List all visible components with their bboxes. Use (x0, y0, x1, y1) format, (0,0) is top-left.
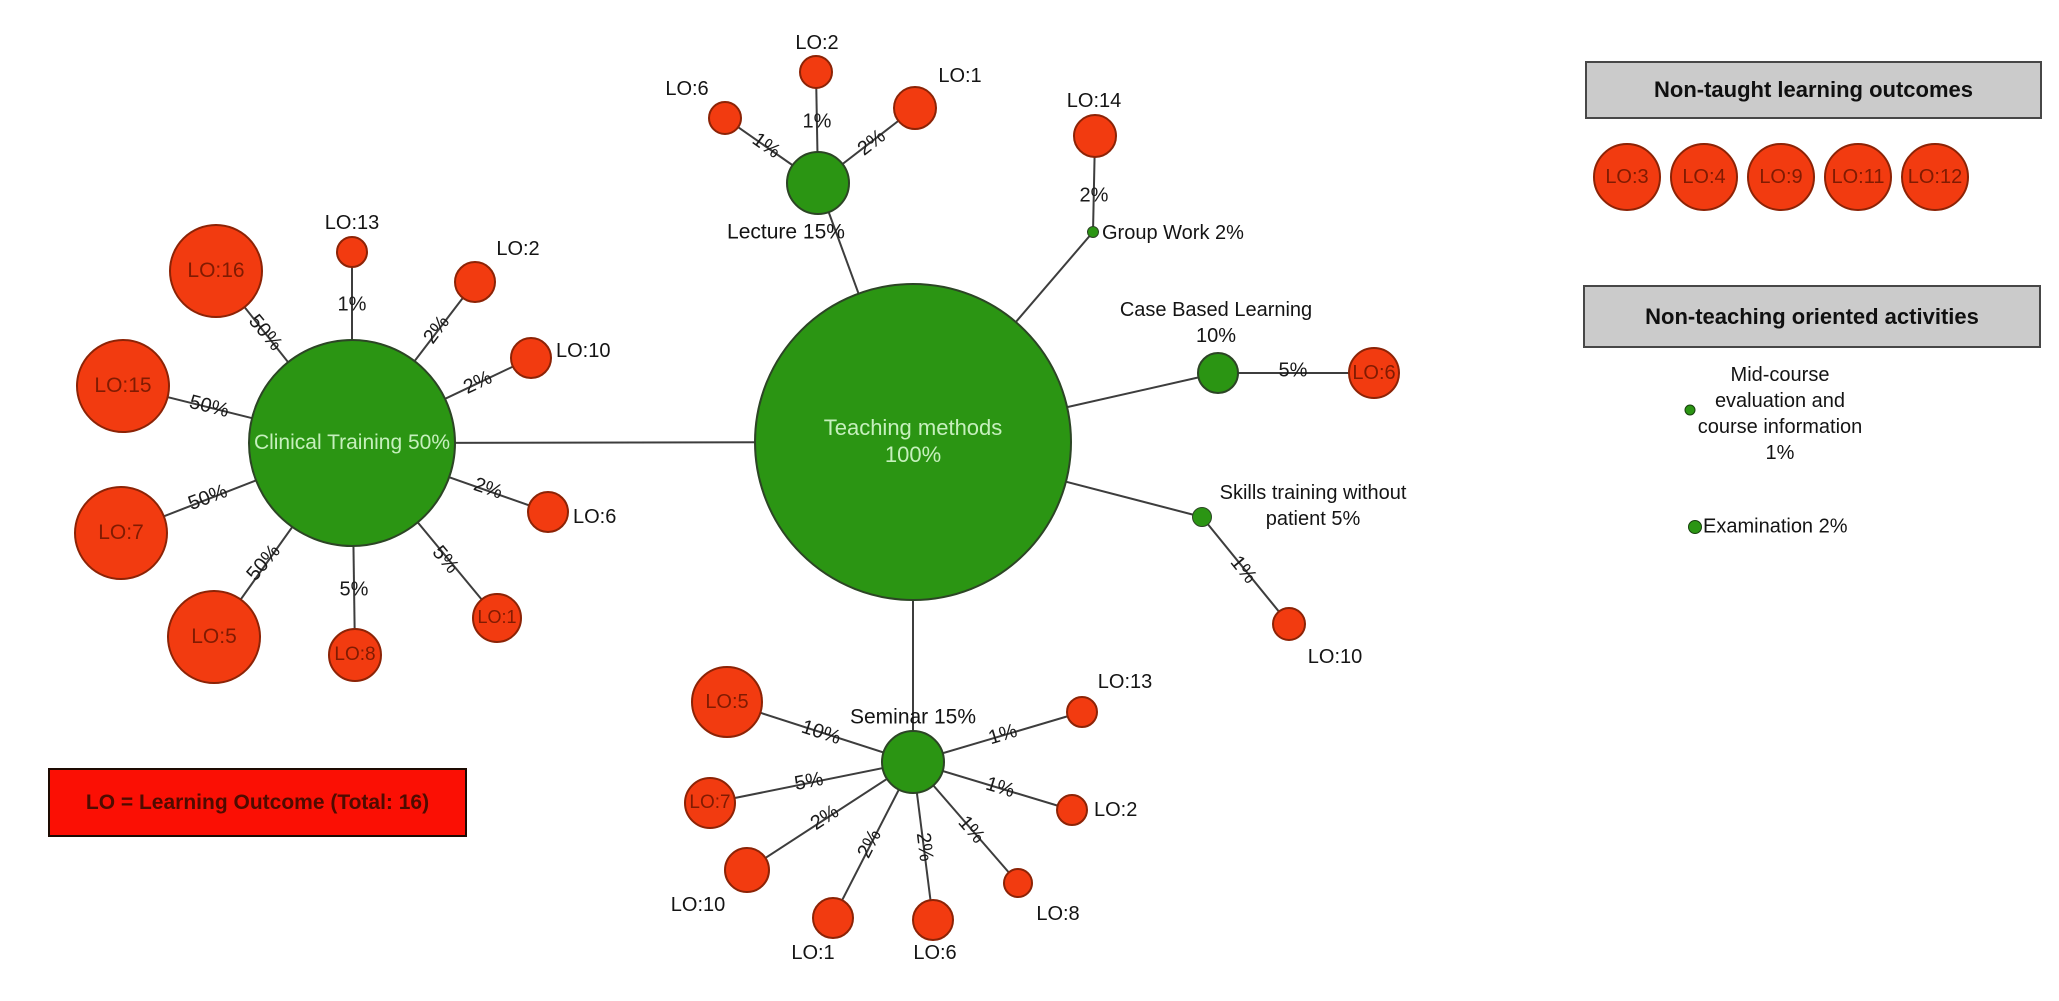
node-sem-lo5: LO:5 (691, 666, 763, 738)
node-cl-lo5: LO:5 (167, 590, 261, 684)
non-taught-lo-circle: LO:11 (1824, 143, 1892, 211)
edge-line (746, 761, 914, 871)
node-cl-lo13 (336, 236, 368, 268)
node-label: LO:2 (1094, 799, 1138, 821)
node-skills (1192, 507, 1212, 527)
midcourse-dot-icon (1684, 404, 1696, 416)
node-sem-lo1 (812, 897, 854, 939)
node-sk-lo10 (1272, 607, 1306, 641)
node-label: LO:1 (791, 942, 835, 964)
node-sem-lo7: LO:7 (684, 777, 736, 829)
node-sem-lo8 (1003, 868, 1033, 898)
node-sem-lo2 (1056, 794, 1088, 826)
non-taught-lo-circle: LO:9 (1747, 143, 1815, 211)
node-label: LO:10 (1307, 646, 1363, 668)
node-cl-lo15: LO:15 (76, 339, 170, 433)
node-label: LO:8 (1036, 903, 1080, 925)
node-label: Group Work 2% (1102, 222, 1244, 244)
node-label: LO:1 (938, 65, 982, 87)
non-teaching-header: Non-teaching oriented activities (1583, 285, 2041, 348)
node-label: LO:14 (1066, 90, 1122, 112)
node-cl-lo16: LO:16 (169, 224, 263, 318)
edge-percentage-label: 2% (1079, 184, 1109, 207)
node-cl-lo8: LO:8 (328, 628, 382, 682)
node-cl-lo6 (527, 491, 569, 533)
node-label: LO:13 (1097, 671, 1153, 693)
node-label: LO:10 (670, 894, 726, 916)
node-seminar (881, 730, 945, 794)
node-label: LO:2 (795, 32, 839, 54)
node-lec-lo1 (893, 86, 937, 130)
node-label: Lecture 15% (727, 220, 845, 244)
node-clinical: Clinical Training 50% (248, 339, 456, 547)
node-sem-lo10 (724, 847, 770, 893)
node-label: LO:6 (665, 78, 709, 100)
node-groupwork (1087, 226, 1099, 238)
node-label: LO:2 (496, 238, 540, 260)
edge-percentage-label: 5% (1278, 359, 1308, 382)
node-label: LO:6 (913, 942, 957, 964)
node-lec-lo6 (708, 101, 742, 135)
edge-percentage-label: 5% (339, 578, 369, 601)
node-cbl (1197, 352, 1239, 394)
node-sem-lo13 (1066, 696, 1098, 728)
node-gw-lo14 (1073, 114, 1117, 158)
examination-dot-icon (1688, 520, 1702, 534)
node-label: LO:10 (556, 340, 611, 362)
non-taught-header: Non-taught learning outcomes (1585, 61, 2042, 119)
edge-percentage-label: 2% (911, 831, 938, 863)
node-cl-lo2 (454, 261, 496, 303)
edge-line (709, 761, 914, 804)
node-cl-lo1: LO:1 (472, 593, 522, 643)
legend-box: LO = Learning Outcome (Total: 16) (48, 768, 467, 837)
non-taught-lo-circle: LO:12 (1901, 143, 1969, 211)
node-label: LO:6 (573, 506, 617, 528)
non-taught-lo-circle: LO:3 (1593, 143, 1661, 211)
legend-label: LO = Learning Outcome (Total: 16) (85, 790, 430, 814)
node-cbl-lo6: LO:6 (1348, 347, 1400, 399)
node-lecture (786, 151, 850, 215)
edge-line (1201, 516, 1290, 625)
examination-label: Examination 2% (1703, 515, 1848, 538)
node-lec-lo2 (799, 55, 833, 89)
node-label: Seminar 15% (849, 705, 977, 729)
node-teaching: Teaching methods 100% (754, 283, 1072, 601)
node-label: Case Based Learning 10% (1119, 299, 1313, 347)
node-cl-lo10 (510, 337, 552, 379)
non-taught-circles: LO:3 LO:4 LO:9 LO:11 LO:12 (1593, 143, 1969, 211)
node-sem-lo6 (912, 899, 954, 941)
node-cl-lo7: LO:7 (74, 486, 168, 580)
non-teaching-title: Non-teaching oriented activities (1645, 303, 1979, 329)
node-label: LO:13 (324, 212, 380, 234)
non-taught-lo-circle: LO:4 (1670, 143, 1738, 211)
node-label: Skills training without patient 5% (1219, 482, 1407, 530)
non-taught-title: Non-taught learning outcomes (1654, 77, 1973, 102)
edge-percentage-label: 1% (802, 110, 832, 133)
edge-percentage-label: 1% (337, 293, 367, 316)
midcourse-label: Mid-course evaluation and course informa… (1697, 364, 1863, 464)
